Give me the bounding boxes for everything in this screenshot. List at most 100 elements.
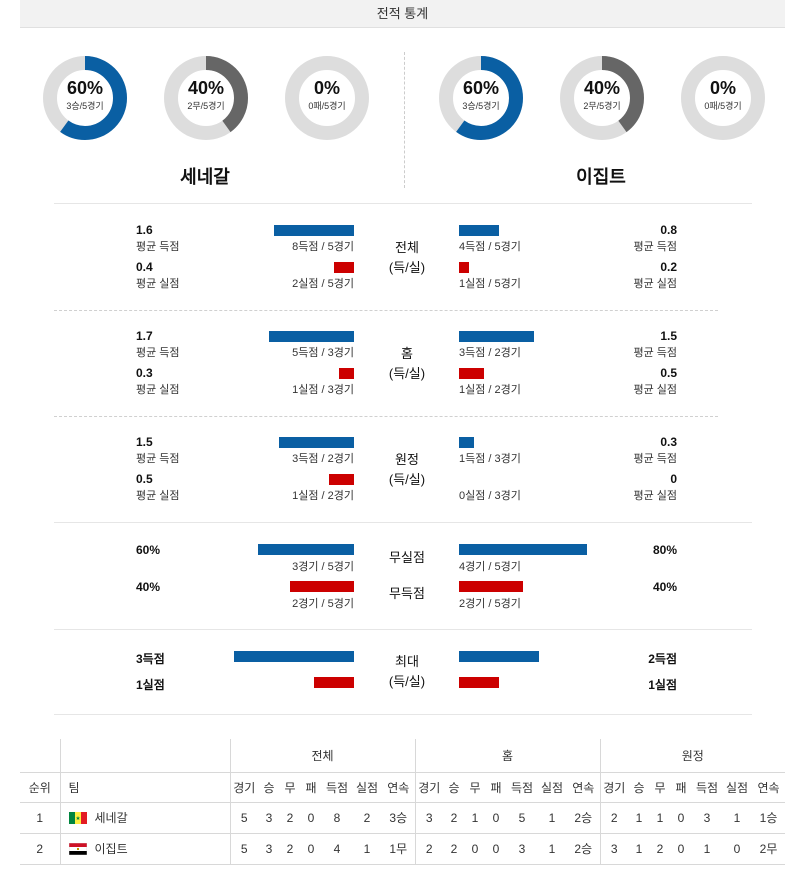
col-loss: 패 [675,780,687,795]
cell: 0 [492,841,500,856]
egypt-win-donut: 60% 3승/5경기 [439,56,523,140]
right-scored-bar [459,331,534,342]
col-goals-against: 실점 [725,780,749,795]
right-scored-bar [459,225,499,236]
left-no-goal-bar [290,581,354,592]
col-goals-against: 실점 [540,780,564,795]
left-max-scored-bar [234,651,354,662]
col-goals-for: 득점 [695,780,719,795]
left-avg-conceded-label: 평균 실점 [136,278,180,290]
divider [54,522,752,523]
col-win: 승 [263,780,275,795]
cell: 3 [265,841,273,856]
right-conceded-caption: 0실점 / 3경기 [459,490,521,502]
group-total: 전체 [229,739,415,772]
donut-percent: 40% [187,78,225,98]
cell: 1승 [759,811,778,825]
left-scored-caption: 5득점 / 3경기 [292,347,354,359]
right-avg-scored-label: 평균 득점 [633,241,677,253]
cell: 2승 [574,842,593,856]
left-no-goal-caption: 2경기 / 5경기 [292,598,354,610]
egypt-flag-icon [68,842,87,856]
cell: 0 [677,810,685,825]
left-max-conceded-value: 1실점 [136,678,165,692]
right-clean-sheet-value: 80% [652,543,677,557]
left-conceded-caption: 2실점 / 5경기 [292,278,354,290]
cell: 0 [677,841,685,856]
senegal-win-donut: 60% 3승/5경기 [43,56,127,140]
left-conceded-bar [329,474,354,485]
donut-percent: 40% [583,78,621,98]
cell: 1 [656,810,664,825]
right-avg-scored-value: 0.8 [660,223,677,237]
left-clean-sheet-caption: 3경기 / 5경기 [292,561,354,573]
left-conceded-caption: 1실점 / 2경기 [292,490,354,502]
egypt-loss-donut: 0% 0패/5경기 [681,56,765,140]
cell: 2 [656,841,664,856]
cell: 0 [471,841,479,856]
col-draw: 무 [654,780,666,795]
donut-sub: 2무/5경기 [187,101,225,111]
stats-header: 전적 통계 [20,0,785,28]
cell: 3 [265,810,273,825]
donut-percent: 0% [709,78,736,98]
donut-sub: 2무/5경기 [583,101,621,111]
right-max-scored-value: 2득점 [648,652,677,666]
left-avg-scored-value: 1.6 [136,223,153,237]
left-scored-bar [274,225,354,236]
col-draw: 무 [469,780,481,795]
right-conceded-caption: 1실점 / 5경기 [459,278,521,290]
cell: 1 [635,841,643,856]
cell: 3 [599,833,628,864]
team-cell: 이집트 [59,833,230,864]
left-scored-caption: 3득점 / 2경기 [292,453,354,465]
right-no-goal-value: 40% [652,580,677,594]
group-home: 홈 [414,739,600,772]
left-avg-conceded-label: 평균 실점 [136,490,180,502]
left-scored-bar [269,331,354,342]
divider [54,629,752,630]
right-team-name: 이집트 [576,167,626,187]
table-row: 1 세네갈 5 3 2 0 8 2 3승 3 2 1 0 5 1 2승 2 1 … [20,802,785,833]
right-avg-scored-value: 1.5 [660,329,677,343]
donut-sub: 0패/5경기 [704,101,742,111]
left-avg-scored-label: 평균 득점 [136,241,180,253]
right-scored-bar [459,437,474,448]
cell: 1 [548,841,556,856]
right-max-conceded-value: 1실점 [648,678,677,692]
cell: 1 [471,810,479,825]
no-goal-label: 무득점 [389,586,425,601]
col-played: 경기 [414,772,443,802]
overall-label: 전체 (득/실) [388,240,426,275]
team-name: 이집트 [94,842,128,856]
left-clean-sheet-bar [258,544,354,555]
col-win: 승 [633,780,645,795]
standings-table: 전체 홈 원정 순위 팀 경기 승 무 패 득점 실점 연속 경기 승 무 패 … [20,739,785,865]
right-scored-caption: 4득점 / 5경기 [459,241,521,253]
col-goals-for: 득점 [325,780,349,795]
col-win: 승 [448,780,460,795]
right-clean-sheet-caption: 4경기 / 5경기 [459,561,521,573]
cell: 8 [333,810,341,825]
cell: 1 [363,841,371,856]
col-goals-for: 득점 [510,780,534,795]
cell: 0 [307,810,315,825]
right-conceded-bar [459,368,484,379]
right-avg-conceded-value: 0 [670,472,677,486]
divider [54,416,718,417]
rank-cell: 1 [36,810,44,825]
right-conceded-bar [459,262,469,273]
right-avg-conceded-label: 평균 실점 [633,384,677,396]
col-rank: 순위 [28,780,51,795]
col-loss: 패 [490,780,502,795]
right-scored-caption: 1득점 / 3경기 [459,453,521,465]
cell: 5 [518,810,526,825]
group-away: 원정 [599,739,785,772]
max-label: 최대 (득/실) [388,654,426,689]
cell: 1 [548,810,556,825]
table-row: 2 이집트 5 3 2 0 4 1 1무 2 2 0 0 3 1 2승 3 1 … [20,833,785,864]
team-name: 세네갈 [94,811,128,825]
cell: 4 [333,841,341,856]
right-max-conceded-bar [459,677,499,688]
cell: 2 [414,833,443,864]
